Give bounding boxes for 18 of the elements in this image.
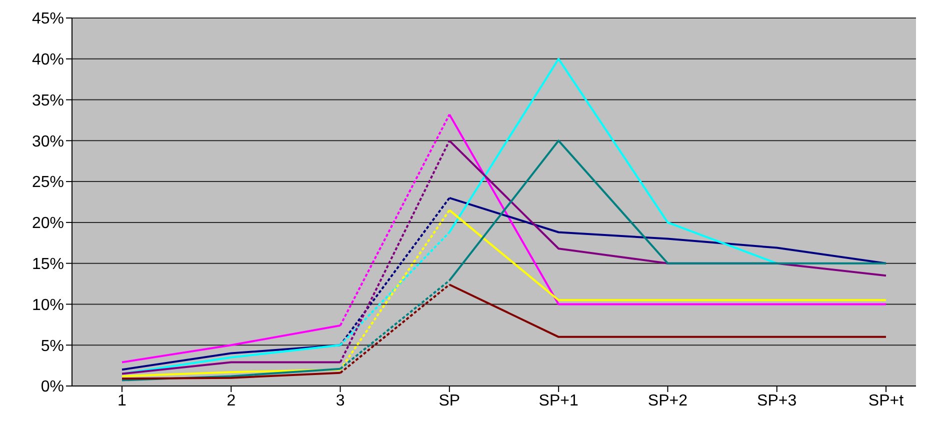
- y-tick-label: 10%: [32, 296, 64, 314]
- x-tick-label: SP+t: [868, 392, 904, 410]
- x-tick-label: 1: [118, 392, 127, 410]
- y-tick-label: 40%: [32, 52, 64, 69]
- y-tick-label: 20%: [32, 215, 64, 232]
- x-tick-label: 2: [226, 392, 236, 410]
- x-tick-label: SP+2: [648, 392, 688, 410]
- y-tick-label: 15%: [32, 256, 64, 274]
- y-tick-label: 5%: [40, 338, 64, 355]
- y-tick-label: 30%: [32, 133, 64, 150]
- x-tick-label: SP+1: [538, 392, 578, 410]
- y-tick-label: 45%: [32, 10, 64, 28]
- y-tick-label: 35%: [32, 92, 64, 110]
- x-tick-label: 3: [336, 392, 345, 410]
- x-tick-label: SP+3: [757, 392, 797, 410]
- x-tick-label: SP: [438, 392, 460, 410]
- y-tick-label: 25%: [32, 174, 64, 192]
- y-tick-label: 0%: [40, 378, 64, 396]
